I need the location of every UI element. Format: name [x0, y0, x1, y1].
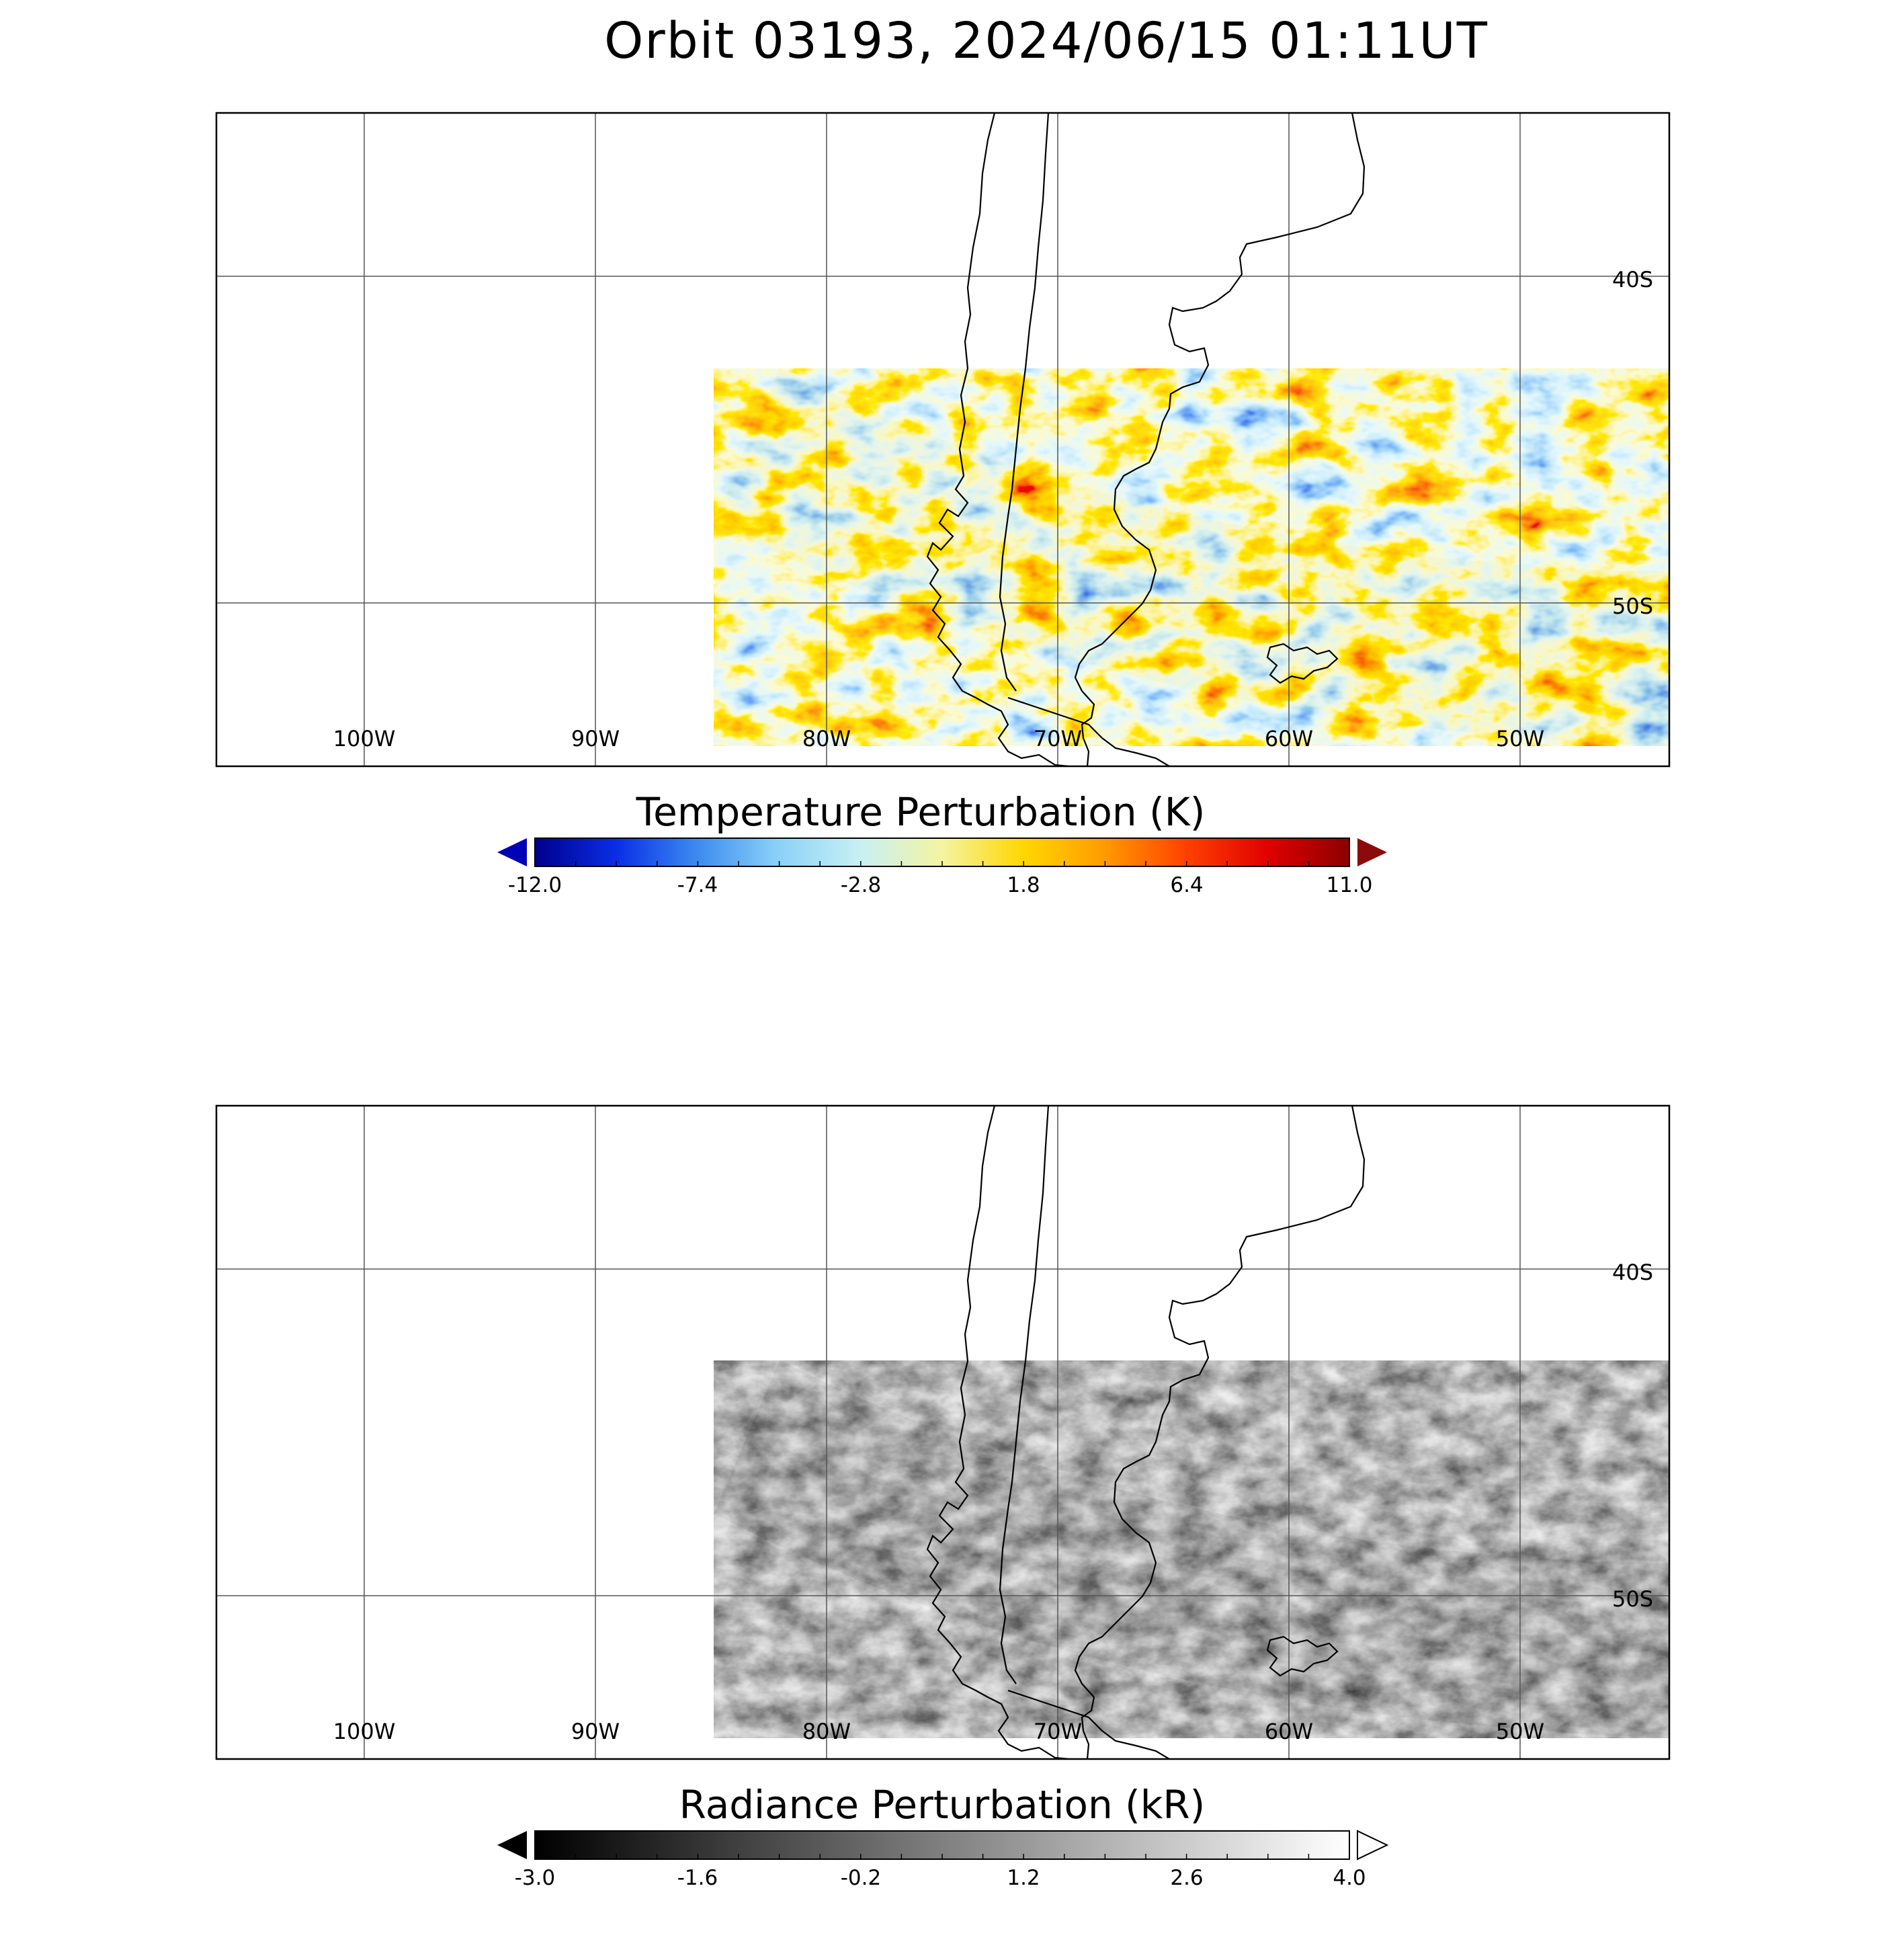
temperature-lon-label-80w: 80W	[802, 726, 851, 751]
temperature-lon-label-70w: 70W	[1034, 726, 1082, 751]
temperature-lat-label-40s: 40S	[1612, 267, 1653, 292]
andes-border	[999, 113, 1050, 692]
radiance-lon-label-70w: 70W	[1034, 1719, 1082, 1744]
temperature-colorbar-tick-0: -12.0	[508, 873, 562, 897]
radiance-lon-label-100w: 100W	[333, 1719, 396, 1744]
radiance-map-coastline	[926, 1106, 1366, 1759]
radiance-colorbar-tick-5: 4.0	[1333, 1866, 1366, 1890]
figure-title: Orbit 03193, 2024/06/15 01:11UT	[604, 12, 1488, 70]
temperature-colorbar-tick-3: 1.8	[1007, 873, 1040, 897]
temperature-colorbar-label: Temperature Perturbation (K)	[636, 789, 1206, 835]
radiance-lat-label-40s: 40S	[1612, 1260, 1653, 1285]
temperature-lon-label-90w: 90W	[571, 726, 620, 751]
temperature-colorbar-tick-4: 6.4	[1170, 873, 1203, 897]
radiance-colorbar-tick-3: 1.2	[1007, 1866, 1040, 1890]
falkland-islands	[1266, 643, 1339, 684]
temperature-colorbar-tick-2: -2.8	[841, 873, 882, 897]
radiance-colorbar-tick-4: 2.6	[1170, 1866, 1203, 1890]
temperature-colorbar-min-arrow	[497, 838, 527, 866]
radiance-map-graticule	[216, 1106, 1669, 1759]
temperature-lon-label-100w: 100W	[333, 726, 396, 751]
radiance-colorbar-ticks	[575, 1854, 1310, 1859]
temperature-colorbar-tick-5: 11.0	[1326, 873, 1372, 897]
argentina-coast	[1074, 1106, 1366, 1759]
radiance-colorbar-tick-2: -0.2	[841, 1866, 882, 1890]
falkland-islands	[1266, 1635, 1339, 1677]
radiance-swath-texture	[714, 1360, 1669, 1738]
radiance-lon-label-50w: 50W	[1496, 1719, 1544, 1744]
temperature-map-panel: 100W 90W 80W 70W 60W 50W 40S 50S Tempera…	[215, 112, 1671, 897]
radiance-colorbar-max-arrow	[1357, 1830, 1389, 1861]
temperature-colorbar-tick-1: -7.4	[677, 873, 718, 897]
temperature-lon-label-50w: 50W	[1496, 726, 1544, 751]
temperature-map-frame	[215, 112, 1671, 768]
temperature-swath-texture	[714, 368, 1669, 746]
radiance-colorbar-tick-1: -1.6	[677, 1866, 718, 1890]
tierra-del-fuego	[1007, 696, 1170, 766]
radiance-colorbar-label: Radiance Perturbation (kR)	[679, 1782, 1206, 1828]
temperature-map-graticule	[216, 113, 1669, 766]
radiance-lon-label-60w: 60W	[1265, 1719, 1313, 1744]
tierra-del-fuego	[1007, 1689, 1170, 1759]
chile-coast	[926, 1106, 1069, 1759]
radiance-lat-label-50s: 50S	[1612, 1586, 1653, 1612]
radiance-lon-label-90w: 90W	[571, 1719, 620, 1744]
temperature-lon-label-60w: 60W	[1265, 726, 1313, 751]
chile-coast	[926, 113, 1069, 766]
temperature-colorbar-ticks	[575, 861, 1310, 866]
radiance-map-panel: 100W 90W 80W 70W 60W 50W 40S 50S Radianc…	[215, 1104, 1671, 1890]
radiance-colorbar-min-arrow	[497, 1831, 527, 1859]
temperature-lat-label-50s: 50S	[1612, 594, 1653, 619]
radiance-colorbar-tick-0: -3.0	[515, 1866, 556, 1890]
radiance-map-frame	[215, 1104, 1671, 1760]
temperature-colorbar-max-arrow	[1357, 838, 1387, 866]
argentina-coast	[1074, 113, 1366, 766]
radiance-lon-label-80w: 80W	[802, 1719, 851, 1744]
andes-border	[999, 1106, 1050, 1684]
temperature-map-coastline	[926, 113, 1366, 766]
